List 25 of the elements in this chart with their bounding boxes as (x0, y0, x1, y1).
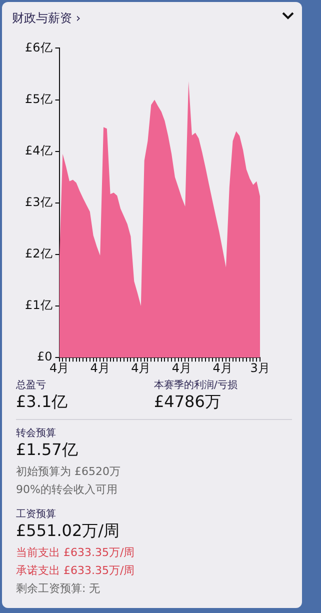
y-tick-label: £2亿 (24, 246, 52, 261)
y-tick-label: £6亿 (24, 40, 52, 54)
y-tick-label: £3亿 (24, 195, 52, 210)
y-tick-label: £4亿 (24, 143, 52, 158)
text: 当前支出 £633.35万/周 (16, 545, 136, 561)
text: £551.02万/周 (16, 521, 121, 542)
x-tick-label: 3月 (250, 360, 270, 375)
text: £1.57亿 (16, 440, 79, 461)
y-tick-label: £1亿 (24, 298, 52, 312)
y-tick-label: £5亿 (24, 92, 52, 106)
x-tick-label: 4月 (90, 360, 110, 375)
text: 转会预算 (16, 427, 57, 440)
text: 承诺支出 £633.35万/周 (16, 563, 136, 579)
x-tick-label: 4月 (172, 360, 192, 375)
text: 初始预算为 £6520万 (16, 464, 122, 480)
text: 总盈亏 (16, 378, 47, 392)
text: 剩余工资预算: 无 (16, 581, 102, 597)
text: £4786万 (154, 392, 222, 413)
text: 90%的转会收入可用 (16, 482, 118, 498)
text: 工资预算 (16, 508, 57, 521)
text: 本赛季的利润/亏损 (154, 378, 238, 392)
chart-title: 财政与薪资 › (12, 10, 81, 27)
x-tick-label: 4月 (131, 360, 151, 375)
text: £3.1亿 (16, 392, 69, 413)
x-tick-label: 4月 (212, 360, 232, 375)
